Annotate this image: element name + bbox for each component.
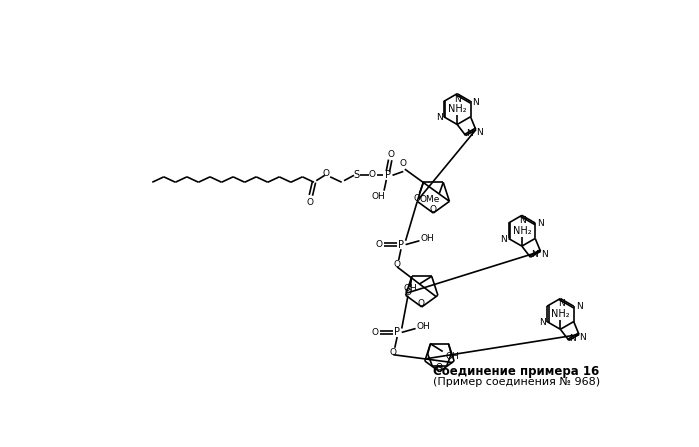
Text: P: P xyxy=(398,240,404,249)
Text: N: N xyxy=(570,333,576,342)
Text: S: S xyxy=(353,169,359,180)
Text: N: N xyxy=(466,129,473,138)
Text: N: N xyxy=(541,250,548,259)
Text: OH: OH xyxy=(445,352,459,361)
Text: N: N xyxy=(576,303,582,312)
Text: N: N xyxy=(539,318,546,327)
Text: O: O xyxy=(387,150,394,159)
Text: OH: OH xyxy=(372,192,386,201)
Text: NH₂: NH₂ xyxy=(551,309,570,319)
Text: N: N xyxy=(473,97,480,107)
Text: OMe: OMe xyxy=(419,195,440,204)
Text: O: O xyxy=(414,194,421,203)
Text: N: N xyxy=(558,299,565,308)
Text: NH₂: NH₂ xyxy=(512,226,531,236)
Text: N: N xyxy=(476,128,483,137)
Text: N: N xyxy=(538,219,544,228)
Text: O: O xyxy=(371,328,378,337)
Text: OH: OH xyxy=(420,234,434,243)
Text: N: N xyxy=(531,250,538,259)
Text: N: N xyxy=(454,95,461,104)
Text: O: O xyxy=(307,198,314,207)
Text: O: O xyxy=(323,169,330,178)
Text: O: O xyxy=(417,299,424,308)
Text: O: O xyxy=(436,365,443,374)
Text: O: O xyxy=(429,205,436,214)
Text: N: N xyxy=(500,235,507,244)
Text: Соединение примера 16: Соединение примера 16 xyxy=(433,365,600,378)
Text: O: O xyxy=(400,159,407,168)
Text: O: O xyxy=(394,260,401,269)
Text: OH: OH xyxy=(417,322,430,331)
Text: O: O xyxy=(369,170,376,179)
Text: O: O xyxy=(405,288,412,297)
Text: P: P xyxy=(394,327,400,337)
Text: OH: OH xyxy=(403,284,417,293)
Text: O: O xyxy=(435,363,442,372)
Text: O: O xyxy=(375,240,382,249)
Text: (Пример соединения № 968): (Пример соединения № 968) xyxy=(433,377,600,388)
Text: O: O xyxy=(390,348,397,357)
Text: N: N xyxy=(436,113,442,122)
Text: P: P xyxy=(385,170,391,180)
Text: N: N xyxy=(519,216,526,225)
Text: NH₂: NH₂ xyxy=(448,104,466,114)
Text: N: N xyxy=(579,333,586,342)
